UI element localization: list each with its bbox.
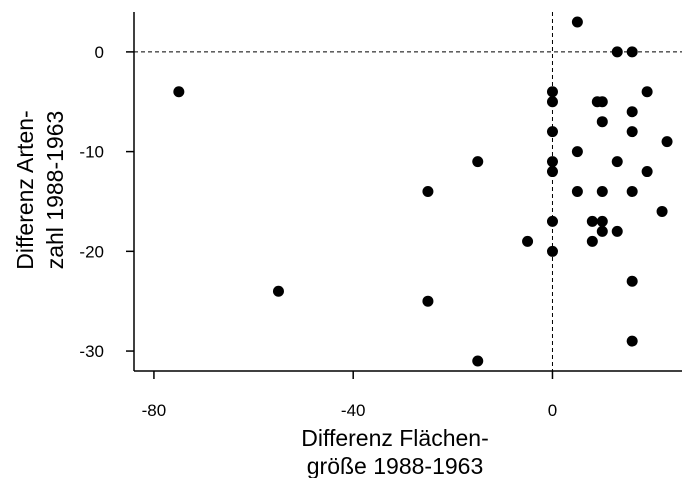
- data-point: [626, 335, 638, 347]
- data-point: [472, 355, 484, 367]
- data-point: [641, 166, 653, 178]
- data-point: [546, 86, 558, 98]
- data-point: [661, 136, 673, 148]
- data-point: [626, 46, 638, 58]
- data-point: [626, 106, 638, 118]
- data-point: [522, 235, 534, 247]
- x-axis-ticks: -80 -40 0: [142, 371, 557, 420]
- data-points: [173, 16, 673, 367]
- data-point: [422, 186, 434, 197]
- data-point: [611, 46, 623, 58]
- y-axis-label-line1: Differenz Arten-: [12, 110, 38, 269]
- data-point: [586, 235, 598, 247]
- data-point: [596, 225, 608, 237]
- data-point: [546, 245, 558, 257]
- data-point: [571, 16, 583, 28]
- x-tick-label: -40: [341, 401, 366, 420]
- data-point: [173, 86, 185, 98]
- x-tick-label: 0: [548, 401, 557, 420]
- data-point: [596, 215, 608, 227]
- y-tick-label: -30: [79, 342, 104, 361]
- data-point: [546, 156, 558, 168]
- data-point: [571, 146, 583, 158]
- data-point: [656, 205, 668, 217]
- x-axis-label-line2: größe 1988-1963: [307, 453, 483, 478]
- data-point: [472, 156, 484, 168]
- data-point: [546, 126, 558, 138]
- y-tick-label: -10: [79, 143, 104, 162]
- x-tick-label: -80: [142, 401, 167, 420]
- data-point: [626, 186, 638, 197]
- data-point: [596, 186, 608, 197]
- data-point: [611, 225, 623, 237]
- data-point: [422, 295, 434, 307]
- data-point: [596, 96, 608, 108]
- data-point: [272, 285, 284, 297]
- y-axis-label-line2: zahl 1988-1963: [42, 111, 68, 270]
- data-point: [611, 156, 623, 168]
- data-point: [546, 166, 558, 178]
- plot-area: [134, 12, 682, 371]
- data-point: [546, 96, 558, 108]
- y-tick-label: -20: [79, 242, 104, 261]
- data-point: [596, 116, 608, 128]
- data-point: [626, 126, 638, 138]
- data-point: [626, 275, 638, 287]
- y-tick-label: 0: [95, 43, 104, 62]
- data-point: [571, 186, 583, 197]
- y-axis-ticks: 0 -10 -20 -30: [79, 43, 134, 361]
- data-point: [586, 215, 598, 227]
- data-point: [546, 215, 558, 227]
- data-point: [641, 86, 653, 98]
- x-axis-label-line1: Differenz Flächen-: [301, 425, 489, 451]
